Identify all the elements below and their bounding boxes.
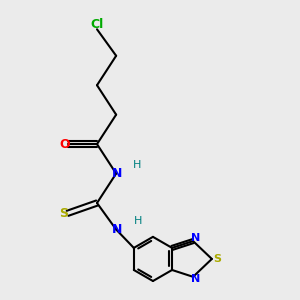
Text: N: N (191, 274, 200, 284)
Text: S: S (59, 207, 68, 220)
Text: N: N (191, 233, 200, 243)
Text: Cl: Cl (90, 18, 104, 32)
Text: H: H (134, 216, 142, 226)
Text: N: N (112, 223, 122, 236)
Text: S: S (213, 254, 221, 264)
Text: O: O (59, 138, 70, 151)
Text: H: H (133, 160, 141, 170)
Text: N: N (112, 167, 122, 180)
